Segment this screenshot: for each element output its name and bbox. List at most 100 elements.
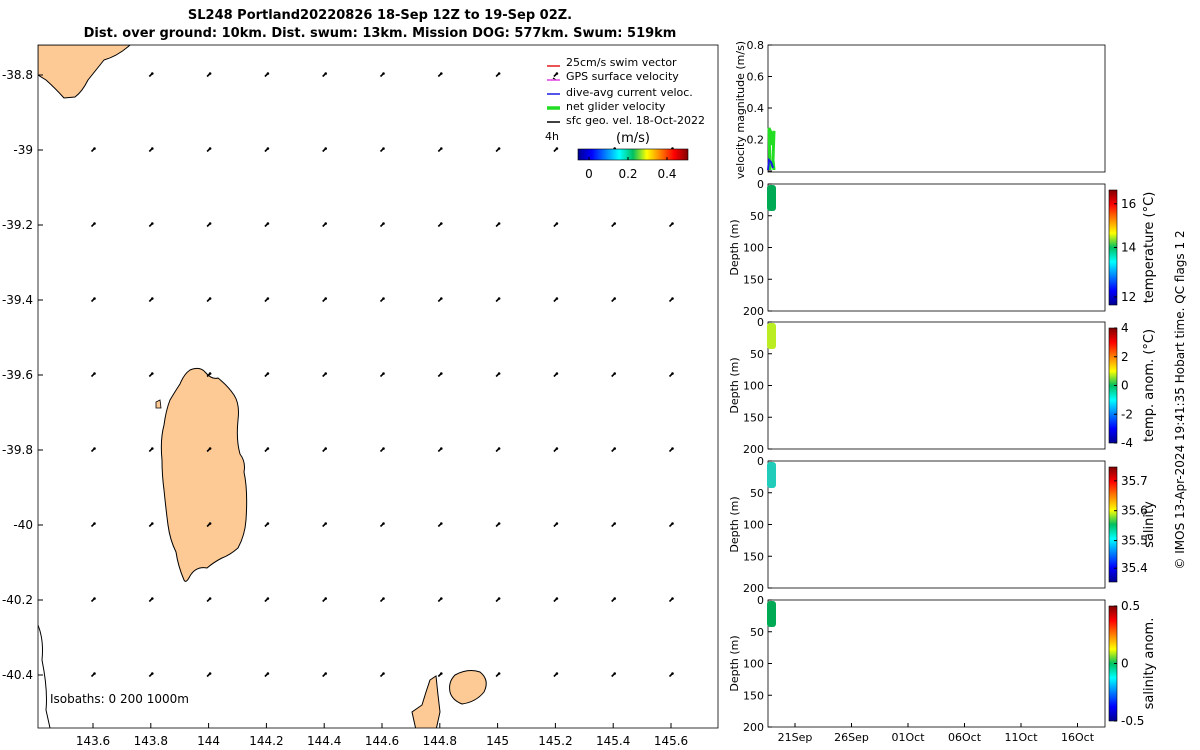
latitude-axis: -38.8 -39 -39.2 -39.4 -39.6 -39.8 -40 -40.2 -40.… xyxy=(2,68,43,682)
profile-data xyxy=(767,185,776,211)
depth-tick-label: 100 xyxy=(743,380,764,393)
depth-tick-label: 200 xyxy=(743,721,764,734)
velocity-arrow-head xyxy=(266,222,270,225)
time-tick-label: 16Oct xyxy=(1061,731,1095,744)
velocity-arrow-head xyxy=(151,147,154,150)
velocity-arrow-head xyxy=(93,447,96,450)
colorbar-tick-label: 16 xyxy=(1121,197,1136,211)
velocity-arrow-head xyxy=(555,297,559,300)
depth-ylabel: Depth (m) xyxy=(728,635,741,691)
velocity-arrow-head xyxy=(324,147,328,150)
depth-tick-label: 100 xyxy=(743,519,764,532)
velocity-arrow-head xyxy=(93,147,96,150)
velocity-arrow-head xyxy=(440,372,443,375)
depth-tick-label: 0 xyxy=(757,178,764,191)
colorbar-unit: (m/s) xyxy=(616,131,650,146)
velocity-arrow-head xyxy=(555,447,559,450)
colorbar-tick-label: 35.6 xyxy=(1121,504,1148,518)
velocity-arrow-head xyxy=(93,672,96,675)
depth-tick-label: 150 xyxy=(743,550,764,563)
depth-ylabel: Depth (m) xyxy=(728,219,741,275)
depth-ylabel: Depth (m) xyxy=(728,496,741,552)
velocity-arrow-head xyxy=(555,522,559,525)
lat-tick-label: -39.6 xyxy=(2,368,33,382)
velocity-arrow-head xyxy=(671,297,674,300)
velocity-arrow-head xyxy=(613,297,616,300)
land-islet xyxy=(155,399,162,409)
colorbar-tick-label: -2 xyxy=(1121,407,1133,421)
map-frame xyxy=(37,44,719,729)
velocity-arrow-head xyxy=(151,72,154,75)
svg-text:net glider velocity: net glider velocity xyxy=(566,100,666,113)
velocity-arrow-head xyxy=(613,222,616,225)
velocity-arrow-head xyxy=(324,222,328,225)
velocity-arrow-head xyxy=(151,297,154,300)
velocity-arrow-head xyxy=(555,72,559,75)
lat-tick-label: -40.4 xyxy=(2,668,33,682)
colorbar-tick: 0.2 xyxy=(618,167,637,181)
velocity-arrow-head xyxy=(440,447,443,450)
velocity-arrow-head xyxy=(440,297,443,300)
velocity-arrow-head xyxy=(671,597,674,600)
lat-tick-label: -39.2 xyxy=(2,218,33,232)
time-tick-label: 21Sep xyxy=(778,731,813,744)
legend-item-sfc-geo: sfc geo. vel. 18-Oct-2022 xyxy=(547,114,705,127)
velocity-arrow-head xyxy=(382,522,385,525)
depth-tick-label: 100 xyxy=(743,242,764,255)
depth-tick-label: 50 xyxy=(750,210,764,223)
velocity-arrow-head xyxy=(151,672,154,675)
velocity-arrow-head xyxy=(208,597,212,600)
profile-data xyxy=(767,323,776,349)
depth-tick-label: 0 xyxy=(757,316,764,329)
velocity-arrow-head xyxy=(208,522,212,525)
colorbar-salinity xyxy=(1108,466,1118,583)
legend-item-gps: GPS surface velocity xyxy=(547,70,679,83)
depth-tick-label: 150 xyxy=(743,273,764,286)
colorbar-tick-label: 2 xyxy=(1121,350,1129,364)
velocity-arrow-head xyxy=(266,72,270,75)
chart-title: SL248 Portland20220826 18-Sep 12Z to 19-… xyxy=(187,8,573,23)
velocity-arrow-head xyxy=(382,147,385,150)
velocity-arrow-head xyxy=(93,297,96,300)
velocity-arrow-head xyxy=(324,72,328,75)
colorbar-tick-label: 0 xyxy=(1121,379,1129,393)
depth-tick-label: 100 xyxy=(743,658,764,671)
time-tick-label: 11Oct xyxy=(1004,731,1038,744)
longitude-axis: 143.6 143.8 144 144.2 144.4 144.6 144.8 145 145.… xyxy=(76,723,688,748)
velocity-arrow-head xyxy=(93,597,96,600)
map-panel: 143.6 143.8 144 144.2 144.4 144.6 144.8 145 145.… xyxy=(2,44,719,748)
velocity-arrow-head xyxy=(151,597,154,600)
velocity-arrow-head xyxy=(497,72,501,75)
velocity-arrow-head xyxy=(266,672,270,675)
velocity-arrow-head xyxy=(151,372,154,375)
velocity-arrow-head xyxy=(151,447,154,450)
velocity-arrow-head xyxy=(266,522,270,525)
velocity-arrow-head xyxy=(151,222,154,225)
depth-panel-temp-anom: 0 50 100 150 200 Depth (m) 4 2 0 -2 -4 temp. anom. … xyxy=(728,316,1157,456)
velocity-tick-label: 0.2 xyxy=(747,134,765,147)
lon-tick-label: 144.6 xyxy=(365,734,399,748)
lon-tick-label: 145 xyxy=(486,734,509,748)
depth-tick-label: 0 xyxy=(757,594,764,607)
depth-panel-temperature: 0 50 100 150 200 Depth (m) 16 14 12 temperature (… xyxy=(728,178,1157,318)
velocity-arrow-head xyxy=(497,372,501,375)
lon-tick-label: 143.8 xyxy=(134,734,168,748)
lon-tick-label: 144.2 xyxy=(249,734,283,748)
colorbar-tick: 0.4 xyxy=(657,167,676,181)
velocity-arrow-head xyxy=(382,372,385,375)
velocity-arrow-head xyxy=(497,222,501,225)
colorbar-label: salinity xyxy=(1142,501,1157,548)
depth-ylabel: Depth (m) xyxy=(728,357,741,413)
velocity-arrow-head xyxy=(555,222,559,225)
velocity-arrow-head xyxy=(497,147,501,150)
colorbar-tick-label: 35.4 xyxy=(1121,561,1148,575)
velocity-arrow-head xyxy=(208,222,212,225)
colorbar-tick: 0 xyxy=(585,167,593,181)
colorbar-tick-label: 0.5 xyxy=(1121,599,1140,613)
velocity-arrow-head xyxy=(324,597,328,600)
velocity-arrow-head xyxy=(324,447,328,450)
svg-text:25cm/s swim vector: 25cm/s swim vector xyxy=(566,56,677,69)
lon-tick-label: 143.6 xyxy=(76,734,110,748)
velocity-series-net xyxy=(767,127,776,171)
depth-tick-label: 0 xyxy=(757,455,764,468)
